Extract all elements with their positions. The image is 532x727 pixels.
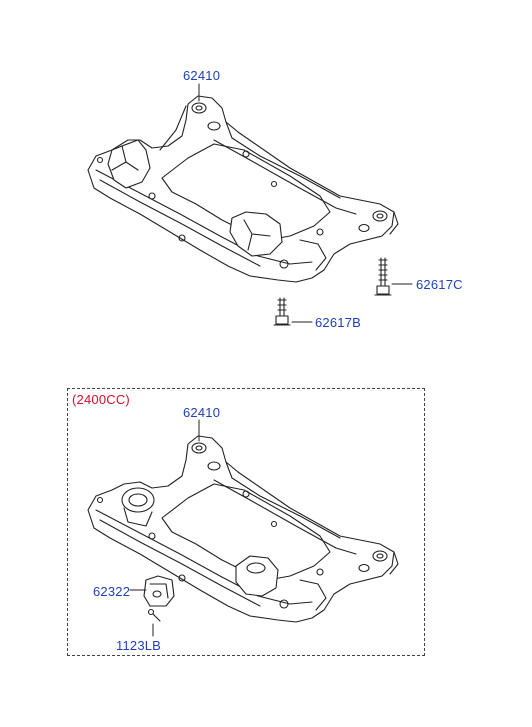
bracket-62322-drawing <box>129 575 175 607</box>
part-label-1123lb: 1123LB <box>116 638 162 653</box>
variant-title: (2400CC) <box>72 392 130 407</box>
crossmember-top-drawing <box>87 95 399 283</box>
variant-frame-2400cc <box>67 388 425 656</box>
part-label-62410-top: 62410 <box>183 68 221 83</box>
part-label-62617b: 62617B <box>315 315 362 330</box>
bolt-62617c-drawing <box>374 257 413 296</box>
part-label-62322: 62322 <box>93 584 131 599</box>
bolt-1123lb-drawing <box>147 608 161 637</box>
bolt-62617b-drawing <box>273 297 313 326</box>
part-label-62617c: 62617C <box>416 277 463 292</box>
crossmember-box-drawing <box>87 435 399 623</box>
part-label-62410-box: 62410 <box>183 405 221 420</box>
